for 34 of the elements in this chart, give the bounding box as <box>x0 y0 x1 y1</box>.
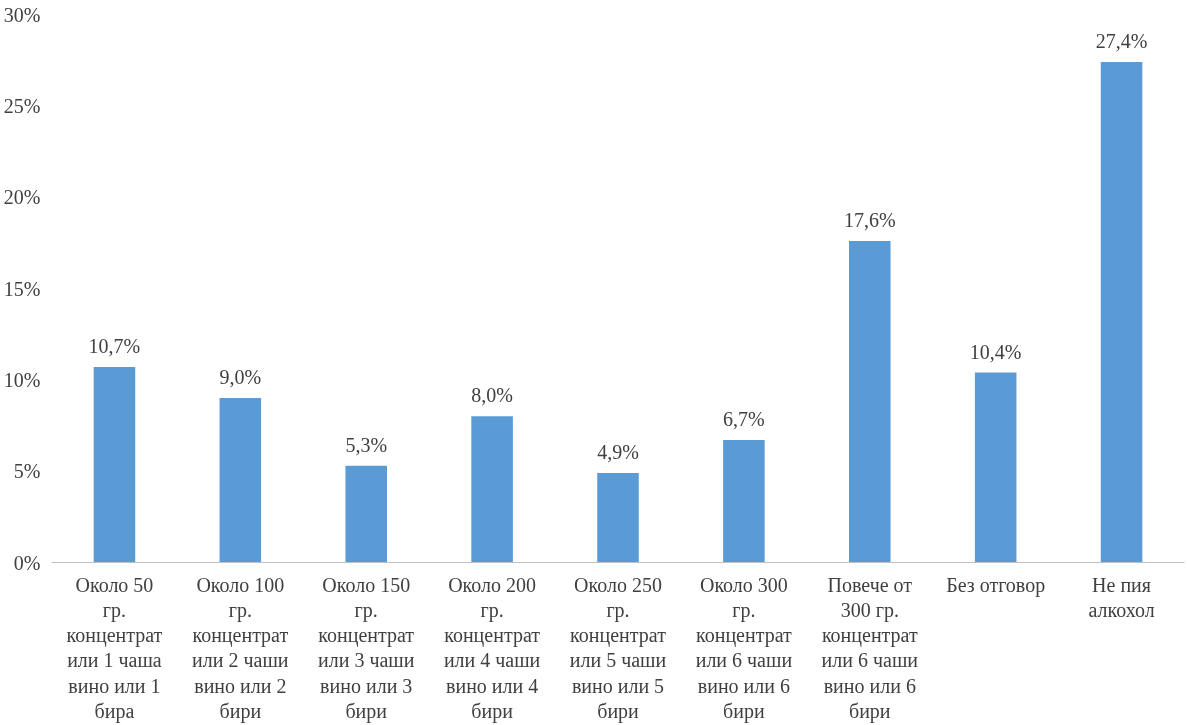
bar <box>723 440 765 563</box>
x-tick-label: Около 150 гр. концентрат или 3 чаши вино или 3 бири <box>318 573 415 723</box>
y-tick-label: 15% <box>3 277 41 300</box>
y-tick-label: 30% <box>3 3 41 26</box>
bar <box>1100 61 1143 563</box>
bar <box>974 372 1017 563</box>
data-label: 5,3% <box>345 433 388 456</box>
x-tick-label: Повече от 300 гр. концентрат или 6 чаши вино или 6 бири <box>821 573 919 723</box>
x-tick-label: Около 250 гр. концентрат или 5 чаши вино или 5 бири <box>569 573 667 723</box>
data-label: 6,7% <box>723 408 765 431</box>
bar <box>849 241 891 563</box>
data-label: 8,0% <box>471 384 513 407</box>
bar <box>219 398 262 563</box>
x-tick-label: Около 200 гр. концентрат или 4 чаши вино или 4 бири <box>443 573 541 723</box>
data-label: 9,0% <box>219 366 262 389</box>
data-label: 4,9% <box>597 440 639 463</box>
bar <box>597 472 639 563</box>
x-tick-label: Без отговор <box>946 573 1046 597</box>
data-label: 27,4% <box>1095 29 1148 52</box>
bar <box>345 465 387 563</box>
x-tick-label: Около 300 гр. концентрат или 6 чаши вино или 6 бири <box>695 573 793 723</box>
y-tick-label: 10% <box>3 368 41 391</box>
data-label: 10,4% <box>969 340 1022 363</box>
y-tick-label: 5% <box>13 460 41 483</box>
x-tick-label: Не пия алкохол <box>1088 573 1155 621</box>
bar <box>93 367 136 563</box>
x-tick-label: Около 100 гр. концентрат или 2 чаши вино или 2 бири <box>192 573 289 723</box>
data-label: 10,7% <box>88 335 141 358</box>
data-label: 17,6% <box>843 209 896 232</box>
y-tick-label: 25% <box>3 94 41 117</box>
bar <box>471 416 513 563</box>
y-tick-label: 0% <box>13 551 41 574</box>
y-tick-label: 20% <box>3 186 41 209</box>
x-tick-label: Около 50 гр. концентрат или 1 чаша вино или 1 бира <box>66 573 163 723</box>
